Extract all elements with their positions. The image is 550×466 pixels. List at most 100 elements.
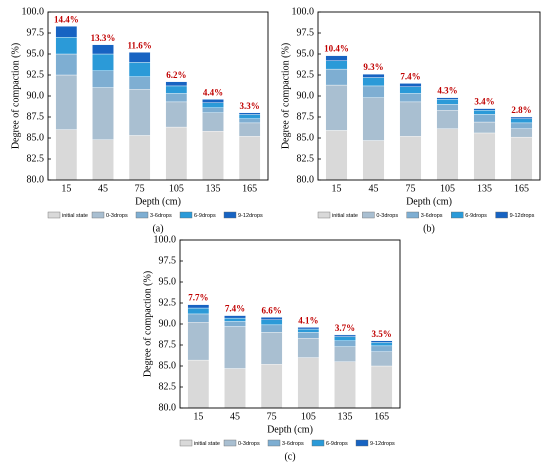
legend-label: 3-6drops — [282, 441, 304, 447]
bar-segment — [92, 139, 114, 181]
y-tick-label: 85.0 — [27, 132, 45, 143]
bar-segment — [165, 93, 188, 103]
y-tick-label: 80.0 — [159, 402, 177, 413]
legend-swatch — [179, 211, 193, 219]
y-tick-label: 100.0 — [154, 234, 177, 245]
annotation: 3.5% — [372, 329, 392, 339]
bar-segment — [370, 351, 393, 367]
bar-segment — [55, 37, 78, 55]
y-tick-label: 95.0 — [27, 48, 45, 59]
caption: (c) — [284, 451, 295, 462]
y-tick-label: 90.0 — [27, 90, 45, 101]
x-tick-label: 165 — [514, 183, 529, 194]
annotation: 3.7% — [335, 323, 355, 333]
bar-segment — [473, 132, 496, 181]
bar-segment — [325, 60, 348, 70]
x-tick-label: 75 — [406, 183, 416, 194]
x-tick-label: 15 — [332, 183, 342, 194]
y-tick-label: 97.5 — [297, 27, 315, 38]
bar-segment — [370, 345, 393, 352]
plot-frame — [47, 11, 269, 181]
bar-segment — [436, 104, 459, 111]
legend-swatch — [267, 439, 281, 447]
caption: (b) — [423, 223, 435, 234]
bar-segment — [297, 328, 320, 333]
y-tick-label: 100.0 — [22, 6, 45, 17]
y-tick-label: 95.0 — [297, 48, 315, 59]
bar-segment — [399, 93, 422, 103]
legend-swatch — [47, 211, 61, 219]
y-tick-label: 87.5 — [159, 339, 177, 350]
bar-segment — [334, 340, 356, 347]
legend-swatch — [223, 211, 237, 219]
x-tick-label: 15 — [61, 183, 71, 194]
x-tick-label: 75 — [267, 411, 277, 422]
bar-segment — [325, 55, 348, 61]
x-tick-label: 45 — [230, 411, 240, 422]
bar-segment — [187, 313, 210, 323]
bar-segment — [260, 324, 283, 333]
bar-segment — [202, 102, 224, 108]
bar-segment — [202, 131, 224, 181]
bar-segment — [297, 357, 320, 409]
bar-segment — [260, 364, 283, 409]
bar-segment — [165, 101, 188, 128]
bar-segment — [187, 359, 210, 409]
x-tick-label: 105 — [301, 411, 316, 422]
bar-segment — [473, 108, 496, 111]
bar-segment — [128, 76, 151, 90]
bar-segment — [55, 53, 78, 76]
bar-segment — [202, 99, 224, 103]
legend-swatch — [135, 211, 149, 219]
y-tick-label: 80.0 — [27, 174, 45, 185]
legend-label: 9-12drops — [370, 441, 395, 447]
bar-segment — [238, 118, 261, 124]
x-tick-label: 165 — [242, 183, 257, 194]
plot-frame — [317, 11, 541, 181]
bar-segment — [92, 44, 114, 55]
legend-label: 6-9drops — [326, 441, 348, 447]
y-tick-label: 80.0 — [297, 174, 315, 185]
caption: (a) — [152, 223, 163, 234]
bar-segment — [510, 116, 533, 119]
legend-label: initial state — [332, 213, 358, 219]
annotation: 4.4% — [203, 87, 223, 97]
annotation: 4.3% — [437, 86, 457, 96]
bar-segment — [325, 68, 348, 86]
bar-segment — [473, 114, 496, 123]
bar-segment — [399, 136, 422, 181]
x-tick-label: 135 — [477, 183, 492, 194]
y-tick-label: 87.5 — [27, 111, 45, 122]
bar-segment — [260, 319, 283, 326]
bar-segment — [370, 365, 393, 409]
annotation: 6.6% — [262, 305, 282, 315]
annotation: 4.1% — [298, 315, 318, 325]
bar-segment — [325, 84, 348, 131]
y-tick-label: 92.5 — [159, 297, 177, 308]
bar-segment — [260, 332, 283, 365]
legend-label: 9-12drops — [510, 213, 535, 219]
annotation: 10.4% — [324, 44, 349, 54]
bar-segment — [55, 26, 78, 38]
bar-segment — [334, 346, 356, 362]
bar-segment — [362, 140, 385, 181]
bar-segment — [510, 136, 533, 181]
bar-segment — [436, 110, 459, 129]
bar-segment — [436, 99, 459, 105]
bar-segment — [334, 361, 356, 409]
y-tick-label: 100.0 — [292, 6, 315, 17]
bar-segment — [128, 89, 151, 136]
bar-segment — [224, 317, 246, 322]
x-tick-label: 75 — [135, 183, 145, 194]
bar-segment — [362, 77, 385, 87]
annotation: 13.3% — [91, 33, 116, 43]
legend-swatch — [362, 211, 375, 219]
y-tick-label: 97.5 — [159, 255, 177, 266]
legend-label: 3-6drops — [421, 213, 443, 219]
legend-swatch — [451, 211, 464, 219]
x-tick-label: 135 — [338, 411, 353, 422]
bar-segment — [165, 126, 188, 181]
bar-segment — [238, 112, 261, 115]
annotation: 14.4% — [54, 14, 79, 24]
